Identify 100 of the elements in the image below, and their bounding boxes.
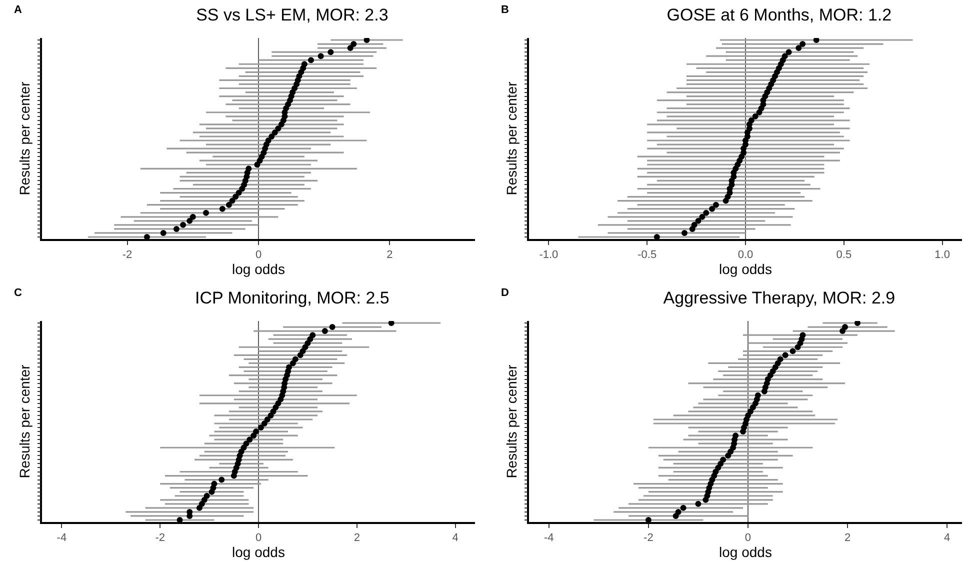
text: B	[501, 4, 509, 16]
x-tick-label: 2	[844, 532, 851, 544]
point	[672, 512, 679, 519]
point	[246, 436, 253, 443]
point	[203, 210, 210, 216]
point	[218, 476, 225, 483]
x-tick-label: 0	[255, 248, 262, 261]
x-tick-label: 2	[386, 248, 393, 261]
x-axis-title: log odds	[719, 260, 772, 277]
x-tick-label: -4	[56, 532, 67, 544]
point	[350, 41, 357, 48]
point	[268, 133, 275, 140]
point	[250, 432, 257, 439]
x-tick-label: -2	[644, 532, 654, 544]
x-tick-label: -1.0	[539, 248, 558, 261]
x-tick-label: 0.0	[738, 248, 754, 261]
point	[645, 516, 652, 522]
point	[702, 496, 709, 503]
x-tick-label: 1.0	[934, 248, 950, 261]
point	[722, 198, 729, 204]
point	[226, 202, 232, 208]
chart-title: Aggressive Therapy, MOR: 2.9	[663, 288, 896, 308]
point	[229, 198, 236, 204]
point	[173, 226, 180, 232]
point	[709, 206, 716, 212]
point	[272, 129, 278, 136]
point	[790, 348, 796, 354]
point	[180, 222, 186, 228]
point	[689, 226, 696, 232]
point	[782, 352, 788, 358]
point	[254, 162, 260, 168]
point	[329, 324, 336, 330]
point	[854, 321, 860, 326]
text: D	[501, 287, 509, 299]
point	[328, 49, 334, 56]
point	[318, 53, 324, 60]
point	[813, 38, 820, 44]
x-tick-label: -4	[544, 532, 554, 544]
point	[219, 206, 226, 212]
point	[840, 328, 846, 334]
point	[208, 488, 215, 495]
x-tick-label: 4	[452, 532, 458, 544]
point	[347, 45, 354, 52]
point	[680, 504, 686, 511]
point	[322, 328, 328, 334]
chart-title: ICP Monitoring, MOR: 2.5	[195, 288, 390, 308]
point	[796, 45, 802, 52]
x-tick-label: -2	[155, 532, 165, 544]
point	[725, 452, 732, 459]
x-tick-label: 0	[255, 532, 262, 544]
point	[654, 234, 660, 239]
x-tick-label: 0.5	[836, 248, 852, 261]
text: A	[14, 4, 22, 16]
point	[681, 230, 688, 236]
point	[176, 516, 183, 522]
point	[144, 234, 150, 239]
x-tick-label: -0.5	[638, 248, 657, 261]
y-axis-title: Results per center	[503, 81, 520, 196]
point	[695, 500, 702, 507]
x-tick-label: 4	[944, 532, 950, 544]
point	[388, 321, 394, 326]
point	[761, 388, 768, 394]
x-axis-title: log odds	[232, 260, 285, 277]
point	[800, 41, 806, 48]
point	[258, 424, 264, 431]
point	[752, 113, 758, 120]
point	[290, 360, 296, 366]
point	[794, 344, 801, 350]
point	[703, 210, 710, 216]
chart-title: SS vs LS+ EM, MOR: 2.3	[196, 5, 388, 24]
point	[186, 218, 193, 224]
point	[297, 352, 304, 358]
x-axis-title: log odds	[232, 544, 285, 560]
x-axis-title: log odds	[719, 544, 772, 560]
point	[196, 504, 202, 511]
x-tick-label: -2	[122, 248, 132, 261]
point	[236, 190, 242, 196]
x-tick-label: 2	[354, 532, 360, 544]
point	[275, 125, 282, 132]
text: C	[14, 287, 22, 299]
point	[695, 218, 702, 224]
y-axis-title: Results per center	[16, 364, 32, 478]
point	[190, 214, 196, 220]
point	[786, 49, 792, 56]
point	[756, 109, 762, 116]
chart-title: GOSE at 6 Months, MOR: 1.2	[666, 5, 892, 24]
y-axis-title: Results per center	[16, 81, 32, 196]
point	[261, 420, 268, 427]
point	[364, 38, 370, 44]
point	[264, 416, 270, 422]
point	[232, 194, 239, 200]
point	[712, 202, 719, 208]
point	[230, 472, 237, 479]
point	[160, 230, 166, 236]
x-tick-label: 0	[744, 532, 752, 544]
point	[308, 57, 314, 64]
y-axis-title: Results per center	[503, 364, 520, 478]
point	[239, 186, 246, 192]
point	[268, 412, 274, 418]
point	[699, 214, 706, 220]
